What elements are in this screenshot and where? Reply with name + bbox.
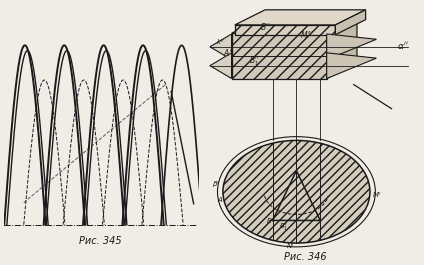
Polygon shape [232, 18, 357, 33]
Text: $N'$: $N'$ [286, 241, 295, 251]
Polygon shape [335, 10, 365, 35]
Text: $B_1'$: $B_1'$ [279, 222, 289, 234]
Text: $A^{\prime\prime}$: $A^{\prime\prime}$ [223, 47, 234, 58]
Text: $k^{\prime\prime}$: $k^{\prime\prime}$ [216, 37, 226, 47]
Text: $B^{\prime\prime}$: $B^{\prime\prime}$ [259, 21, 271, 32]
Text: Рис. 346: Рис. 346 [284, 252, 326, 262]
Text: $\alpha^{\prime\prime}$: $\alpha^{\prime\prime}$ [397, 40, 409, 51]
Text: $\beta'$: $\beta'$ [212, 180, 220, 191]
Polygon shape [326, 34, 377, 60]
Polygon shape [235, 25, 335, 35]
Text: $M'$: $M'$ [372, 190, 382, 200]
Polygon shape [326, 18, 357, 78]
Text: $B'$: $B'$ [266, 216, 275, 226]
Polygon shape [326, 53, 377, 78]
Polygon shape [210, 34, 232, 60]
Text: $M^{\prime\prime}$: $M^{\prime\prime}$ [300, 29, 312, 40]
Polygon shape [235, 10, 365, 25]
Polygon shape [232, 33, 326, 78]
Polygon shape [210, 53, 232, 78]
Text: $B_1^{\prime\prime}$: $B_1^{\prime\prime}$ [249, 54, 259, 68]
Text: Рис. 345: Рис. 345 [78, 236, 121, 246]
Circle shape [223, 140, 370, 243]
Text: $A'$: $A'$ [218, 195, 226, 205]
